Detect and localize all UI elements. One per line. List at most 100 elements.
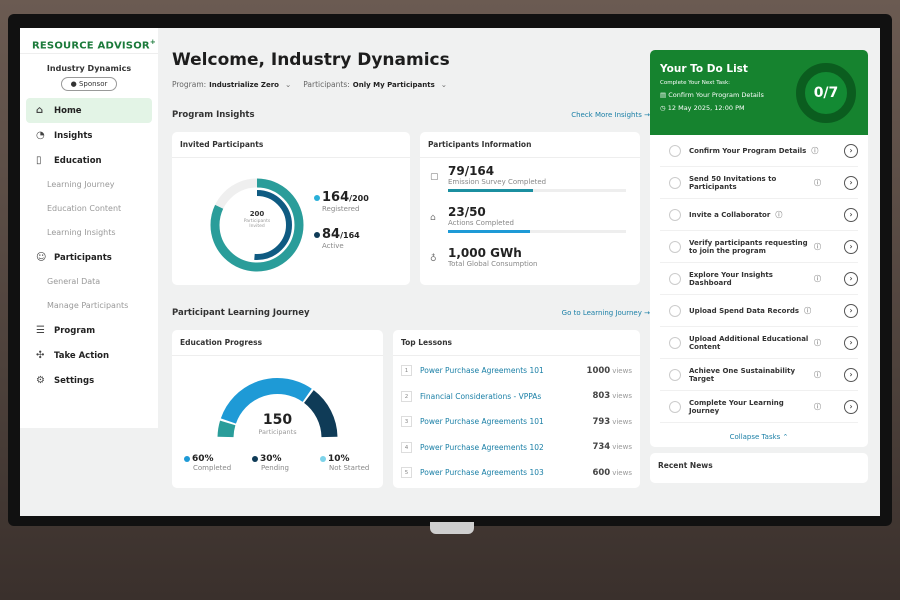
task-row[interactable]: Upload Spend Data Records ⓘ ›	[660, 295, 858, 327]
card-title: Invited Participants	[172, 132, 410, 158]
task-checkbox[interactable]	[669, 272, 681, 285]
sidebar-item-general-data[interactable]: General Data	[47, 277, 101, 286]
help-icon[interactable]: ⓘ	[814, 274, 821, 283]
task-row[interactable]: Invite a Collaborator ⓘ ›	[660, 199, 858, 231]
todo-header: Your To Do List Complete Your Next Task:…	[650, 50, 868, 135]
views-label: views	[612, 417, 632, 426]
view-count: 803	[592, 391, 611, 402]
task-checkbox[interactable]	[669, 176, 681, 189]
sidebar-item-manage-participants[interactable]: Manage Participants	[47, 301, 129, 310]
task-checkbox[interactable]	[669, 304, 681, 317]
filters: Program: Industrialize Zero ⌄ Participants…	[172, 80, 447, 89]
sidebar-item-take-action[interactable]: ✣ Take Action	[26, 343, 152, 368]
task-row[interactable]: Verify participants requesting to join t…	[660, 231, 858, 263]
task-checkbox[interactable]	[669, 400, 681, 413]
sidebar-item-education[interactable]: ▯ Education	[26, 148, 152, 173]
views: 1000 views	[587, 366, 632, 376]
sidebar-item-program[interactable]: ☰ Program	[26, 318, 152, 343]
task-checkbox[interactable]	[669, 368, 681, 381]
task-label: Confirm Your Program Details	[689, 146, 807, 155]
views: 734 views	[592, 442, 632, 452]
chevron-right-icon[interactable]: ›	[844, 239, 858, 254]
next-task-label: Complete Your Next Task:	[660, 80, 731, 86]
task-row[interactable]: Send 50 Invitations to Participants ⓘ ›	[660, 167, 858, 199]
task-label: Complete Your Learning Journey	[689, 398, 784, 415]
help-icon[interactable]: ⓘ	[814, 338, 821, 347]
lesson-link[interactable]: Power Purchase Agreements 102	[420, 442, 544, 452]
go-to-learning-journey-link[interactable]: Go to Learning Journey →	[562, 309, 650, 317]
chevron-right-icon[interactable]: ›	[844, 207, 858, 222]
rank: 3	[401, 416, 412, 428]
lesson-link[interactable]: Power Purchase Agreements 101	[420, 366, 544, 376]
sidebar-item-learning-journey[interactable]: Learning Journey	[47, 180, 115, 189]
collapse-tasks-button[interactable]: Collapse Tasks ⌃	[660, 423, 858, 441]
invited-participants-card: Invited Participants 200 Participants In…	[172, 132, 410, 285]
views-label: views	[612, 468, 632, 477]
help-icon[interactable]: ⓘ	[814, 402, 821, 411]
lesson-row[interactable]: 1 Power Purchase Agreements 101 1000 views	[393, 358, 640, 384]
views: 600 views	[592, 468, 632, 478]
task-row[interactable]: Explore Your Insights Dashboard ⓘ ›	[660, 263, 858, 295]
chevron-right-icon[interactable]: ›	[844, 367, 858, 382]
sidebar-item-participants[interactable]: ☺ Participants	[26, 245, 152, 270]
help-icon[interactable]: ⓘ	[811, 146, 819, 155]
lesson-row[interactable]: 3 Power Purchase Agreements 101 793 views	[393, 409, 640, 435]
info-item-consumption: ♁ 1,000 GWh Total Global Consumption	[430, 246, 630, 268]
check-more-insights-link[interactable]: Check More Insights →	[571, 111, 650, 119]
help-icon[interactable]: ⓘ	[814, 178, 821, 187]
logo[interactable]: RESOURCE ADVISOR+	[20, 28, 158, 54]
home-icon: ⌂	[36, 105, 44, 116]
chevron-down-icon[interactable]: ⌄	[284, 80, 292, 89]
sidebar-item-settings[interactable]: ⚙ Settings	[26, 368, 152, 393]
info-item-survey: ▢ 79/164 Emission Survey Completed	[430, 164, 630, 192]
participants-label: Participants:	[303, 80, 350, 89]
sidebar-item-home[interactable]: ⌂ Home	[26, 98, 152, 123]
task-row[interactable]: Upload Additional Educational Content ⓘ ›	[660, 327, 858, 359]
task-label: Explore Your Insights Dashboard	[689, 270, 773, 287]
chevron-right-icon[interactable]: ›	[844, 399, 858, 414]
task-checkbox[interactable]	[669, 240, 681, 253]
progress-fill	[448, 189, 534, 192]
arrow-right-icon: →	[644, 111, 650, 119]
center-value: 150	[262, 412, 293, 428]
house-icon: ⌂	[430, 213, 436, 223]
next-task[interactable]: ▤ Confirm Your Program Details	[660, 91, 868, 99]
card-title: Education Progress	[172, 330, 383, 356]
help-icon[interactable]: ⓘ	[804, 306, 812, 315]
chevron-right-icon[interactable]: ›	[844, 335, 858, 350]
lesson-link[interactable]: Power Purchase Agreements 101	[420, 417, 544, 427]
task-row[interactable]: Complete Your Learning Journey ⓘ ›	[660, 391, 858, 423]
lesson-row[interactable]: 4 Power Purchase Agreements 102 734 views	[393, 435, 640, 461]
program-select[interactable]: Industrialize Zero	[209, 81, 279, 89]
registered-arc	[210, 178, 304, 272]
chevron-down-icon[interactable]: ⌄	[440, 80, 448, 89]
chevron-up-icon: ⌃	[782, 433, 789, 441]
lesson-link[interactable]: Power Purchase Agreements 103	[420, 468, 544, 478]
sidebar-item-learning-insights[interactable]: Learning Insights	[47, 228, 116, 237]
rank: 5	[401, 467, 412, 479]
chevron-right-icon[interactable]: ›	[844, 303, 858, 318]
lesson-link[interactable]: Financial Considerations - VPPAs	[420, 391, 542, 401]
gauge-segment-not-started	[217, 420, 236, 438]
views: 803 views	[592, 391, 632, 401]
view-count: 734	[592, 442, 611, 453]
help-icon[interactable]: ⓘ	[814, 370, 821, 379]
chevron-right-icon[interactable]: ›	[844, 143, 858, 158]
lesson-row[interactable]: 5 Power Purchase Agreements 103 600 views	[393, 460, 640, 486]
help-icon[interactable]: ⓘ	[775, 210, 783, 219]
sidebar-item-education-content[interactable]: Education Content	[47, 204, 122, 213]
task-label: Upload Spend Data Records	[689, 306, 800, 315]
lesson-row[interactable]: 2 Financial Considerations - VPPAs 803 view…	[393, 384, 640, 410]
task-checkbox[interactable]	[669, 144, 681, 157]
dot	[320, 455, 326, 462]
task-row[interactable]: Confirm Your Program Details ⓘ ›	[660, 135, 858, 167]
task-row[interactable]: Achieve One Sustainability Target ⓘ ›	[660, 359, 858, 391]
help-icon[interactable]: ⓘ	[814, 242, 821, 251]
chevron-right-icon[interactable]: ›	[844, 271, 858, 286]
participants-select[interactable]: Only My Participants	[352, 81, 435, 89]
sidebar-item-insights[interactable]: ◔ Insights	[26, 123, 152, 148]
task-checkbox[interactable]	[669, 336, 681, 349]
center-value: 200	[249, 210, 265, 218]
task-checkbox[interactable]	[669, 208, 681, 221]
chevron-right-icon[interactable]: ›	[844, 175, 858, 190]
